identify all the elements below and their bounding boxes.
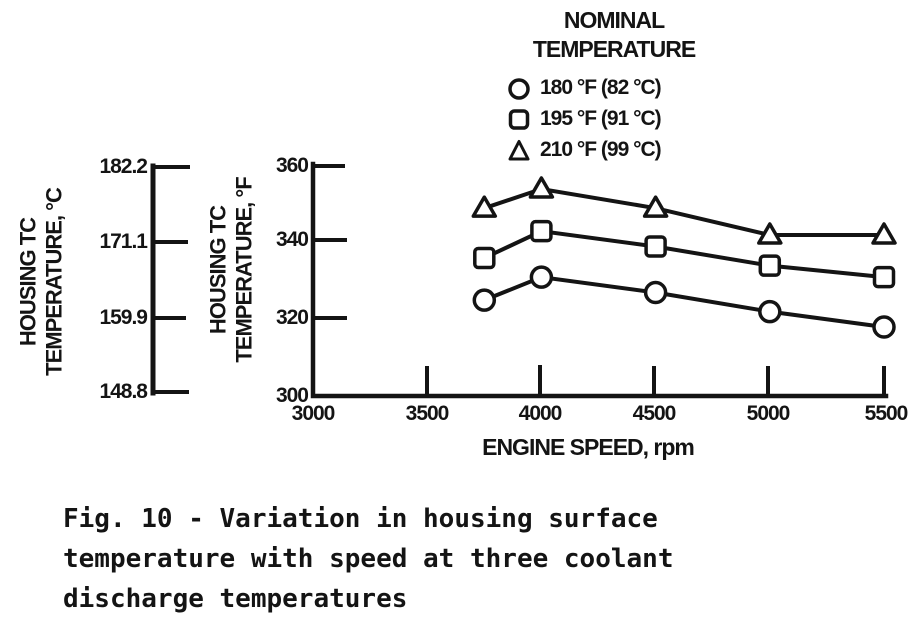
triangle-marker-icon <box>508 139 530 160</box>
fahrenheit-axis-title: HOUSING TC TEMPERATURE, °F <box>206 153 258 388</box>
legend-title: NOMINAL TEMPERATURE <box>514 6 714 64</box>
legend-item-label: 195 °F (91 °C) <box>540 106 662 130</box>
celsius-tick-label: 148.8 <box>99 380 148 403</box>
circle-data-marker <box>529 265 554 289</box>
circle-data-marker <box>758 299 782 324</box>
legend-title-line2: TEMPERATURE <box>532 36 696 62</box>
celsius-axis-title-line1: HOUSING TC <box>15 217 41 347</box>
fahrenheit-axis-title-line2: TEMPERATURE, °F <box>231 177 257 363</box>
caption-line2: temperature with speed at three coolant <box>63 544 674 574</box>
circle-data-marker <box>472 288 497 312</box>
legend-item-180f: 180 °F (82 °C) <box>506 72 662 103</box>
fahrenheit-tick-label: 360 <box>275 154 309 177</box>
square-data-marker <box>644 235 667 258</box>
data-series-layer <box>471 176 897 339</box>
circle-data-marker <box>643 280 668 305</box>
x-axis-title: ENGINE SPEED, rpm <box>482 434 695 460</box>
x-axis-ticks <box>425 365 886 398</box>
triangle-data-marker <box>757 222 783 245</box>
square-data-marker <box>872 265 896 289</box>
celsius-axis-title-line2: TEMPERATURE, °C <box>41 188 67 376</box>
x-tick-label: 3000 <box>291 402 336 425</box>
celsius-tick-label: 159.9 <box>99 306 148 329</box>
fahrenheit-tick-label: 320 <box>275 306 309 329</box>
square-data-marker <box>530 219 553 243</box>
circle-marker-icon <box>508 77 530 100</box>
figure-caption: Fig. 10 - Variation in housing surface t… <box>63 499 673 619</box>
fahrenheit-axis-title-line1: HOUSING TC <box>205 205 231 335</box>
square-marker-icon <box>508 108 530 130</box>
celsius-axis-title: HOUSING TC TEMPERATURE, °C <box>16 165 68 400</box>
x-tick-label: 5500 <box>864 402 909 425</box>
legend: 180 °F (82 °C) 195 °F (91 °C) 210 °F (99… <box>506 72 662 165</box>
fahrenheit-tick-label: 340 <box>275 228 309 251</box>
triangle-data-marker <box>642 195 669 218</box>
x-tick-label: 4500 <box>632 402 677 425</box>
legend-item-label: 180 °F (82 °C) <box>540 75 662 99</box>
legend-item-195f: 195 °F (91 °C) <box>506 103 662 134</box>
legend-title-line1: NOMINAL <box>563 7 665 33</box>
fahrenheit-tick-label: 300 <box>275 384 309 407</box>
fahrenheit-axis-ticks <box>311 164 347 320</box>
triangle-data-marker <box>871 222 897 245</box>
square-data-marker <box>758 254 782 277</box>
caption-line1: Fig. 10 - Variation in housing surface <box>63 504 658 534</box>
x-tick-label: 4000 <box>518 402 563 425</box>
circle-data-marker <box>872 315 896 339</box>
square-data-marker <box>473 246 496 270</box>
x-tick-label: 3500 <box>405 402 450 425</box>
celsius-tick-label: 182.2 <box>99 155 148 178</box>
x-tick-label: 5000 <box>746 402 791 425</box>
caption-line3: discharge temperatures <box>63 584 408 614</box>
legend-item-210f: 210 °F (99 °C) <box>506 134 662 165</box>
triangle-data-marker <box>528 176 555 199</box>
celsius-tick-label: 171.1 <box>99 230 148 253</box>
celsius-axis-ticks <box>151 165 190 394</box>
legend-item-label: 210 °F (99 °C) <box>540 137 662 161</box>
triangle-data-marker <box>471 195 498 218</box>
